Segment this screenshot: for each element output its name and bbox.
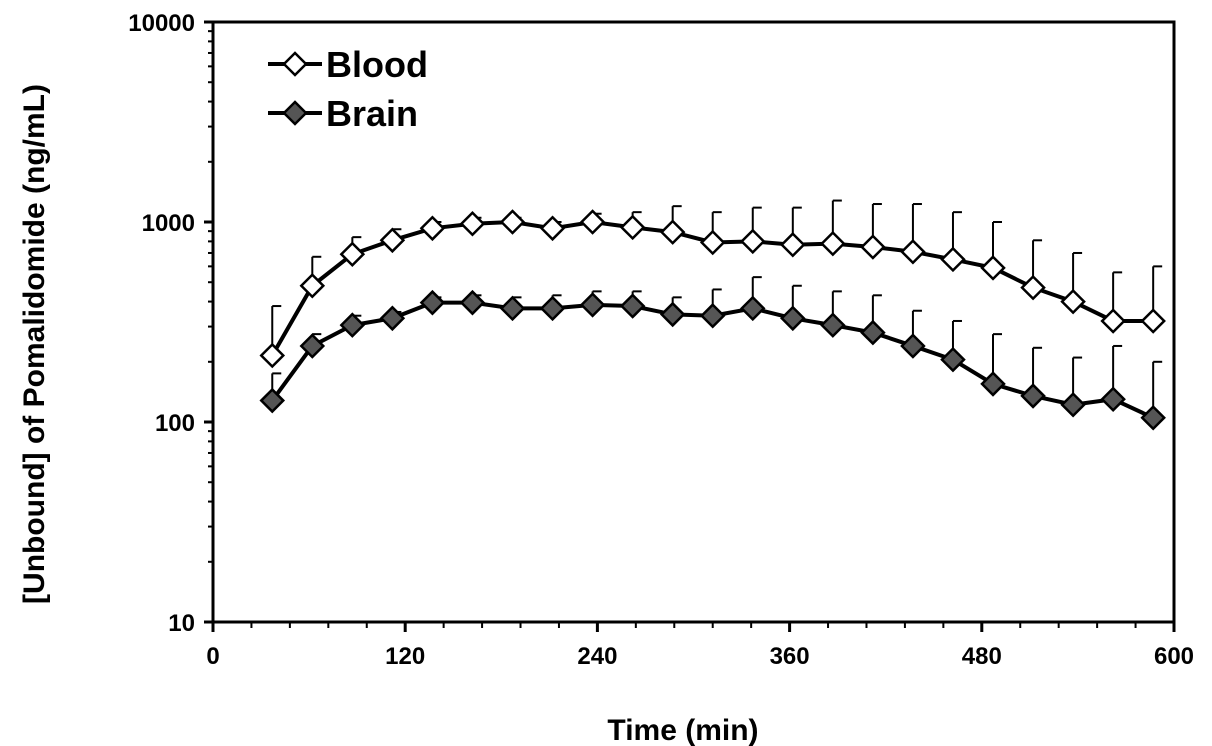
brain-point xyxy=(579,292,606,318)
blood-point xyxy=(659,219,686,245)
brain-point xyxy=(259,387,286,414)
brain-point xyxy=(419,289,446,316)
y-axis-title: [Unbound] of Pomalidomide (ng/mL) xyxy=(18,84,51,604)
blood-point xyxy=(940,246,966,273)
brain-point xyxy=(940,346,966,373)
axes: 10 100 1000 10000 0 120 240 360 480 600 xyxy=(128,10,1194,670)
blood-point xyxy=(259,342,286,369)
blood-point xyxy=(1060,288,1086,315)
blood-point xyxy=(980,255,1006,281)
blood-point xyxy=(459,210,486,237)
brain-point xyxy=(980,371,1006,397)
legend: Blood Brain xyxy=(268,44,428,134)
x-tick-label: 0 xyxy=(206,643,219,670)
legend-brain-label: Brain xyxy=(326,93,418,134)
blood-point xyxy=(619,214,646,241)
brain-point xyxy=(339,312,366,338)
blood-point xyxy=(860,234,886,260)
blood-point xyxy=(579,209,606,235)
x-tick-label: 120 xyxy=(385,643,425,670)
brain-point xyxy=(539,295,566,322)
brain-point xyxy=(1140,404,1166,431)
y-tick-label: 100 xyxy=(155,410,195,437)
brain-point xyxy=(739,295,766,322)
blood-point xyxy=(299,272,326,299)
legend-blood-marker xyxy=(282,51,308,77)
brain-point xyxy=(1060,391,1086,418)
blood-point xyxy=(379,227,406,254)
brain-point xyxy=(619,293,646,319)
blood-point xyxy=(1140,308,1166,334)
y-tick-label: 10000 xyxy=(128,10,195,37)
blood-point xyxy=(419,215,446,242)
x-tick-label: 240 xyxy=(577,643,617,670)
y-tick-label: 1000 xyxy=(142,210,195,237)
x-tick-label: 600 xyxy=(1154,643,1194,670)
series-layer xyxy=(259,209,1166,431)
blood-point xyxy=(820,230,846,257)
brain-point xyxy=(659,301,686,328)
brain-point xyxy=(299,333,326,359)
blood-point xyxy=(699,229,726,256)
x-tick-label: 360 xyxy=(770,643,810,670)
blood-point xyxy=(1100,308,1126,334)
blood-point xyxy=(780,231,806,258)
blood-point xyxy=(1020,274,1046,301)
x-tick-label: 480 xyxy=(962,643,1002,670)
blood-point xyxy=(900,238,926,265)
brain-point xyxy=(379,305,406,332)
brain-point xyxy=(780,305,806,332)
blood-point xyxy=(739,228,766,255)
legend-blood-label: Blood xyxy=(326,44,428,85)
brain-point xyxy=(860,319,886,346)
brain-point xyxy=(1020,383,1046,409)
brain-point xyxy=(900,333,926,359)
legend-brain-marker xyxy=(282,100,308,126)
blood-point xyxy=(499,209,526,235)
brain-point xyxy=(820,312,846,338)
brain-point xyxy=(499,295,526,322)
blood-point xyxy=(539,215,566,242)
y-tick-label: 10 xyxy=(168,610,195,637)
blood-point xyxy=(339,241,366,267)
brain-point xyxy=(459,289,486,316)
brain-point xyxy=(699,302,726,329)
brain-point xyxy=(1100,386,1126,412)
x-axis-title: Time (min) xyxy=(607,714,758,746)
plot-frame xyxy=(211,20,1176,624)
